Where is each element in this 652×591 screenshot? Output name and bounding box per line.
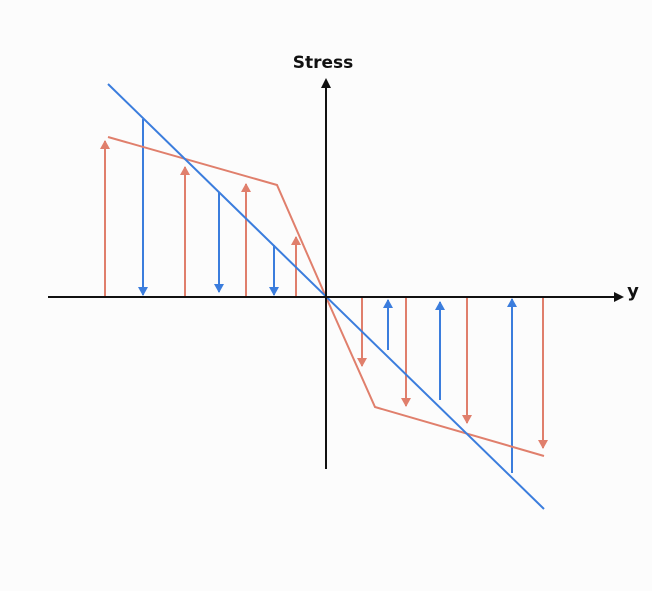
axis-label: Stress (293, 53, 354, 73)
blue-arrows (138, 119, 517, 473)
red-arrows (100, 140, 548, 449)
axis-label: y (627, 281, 639, 302)
